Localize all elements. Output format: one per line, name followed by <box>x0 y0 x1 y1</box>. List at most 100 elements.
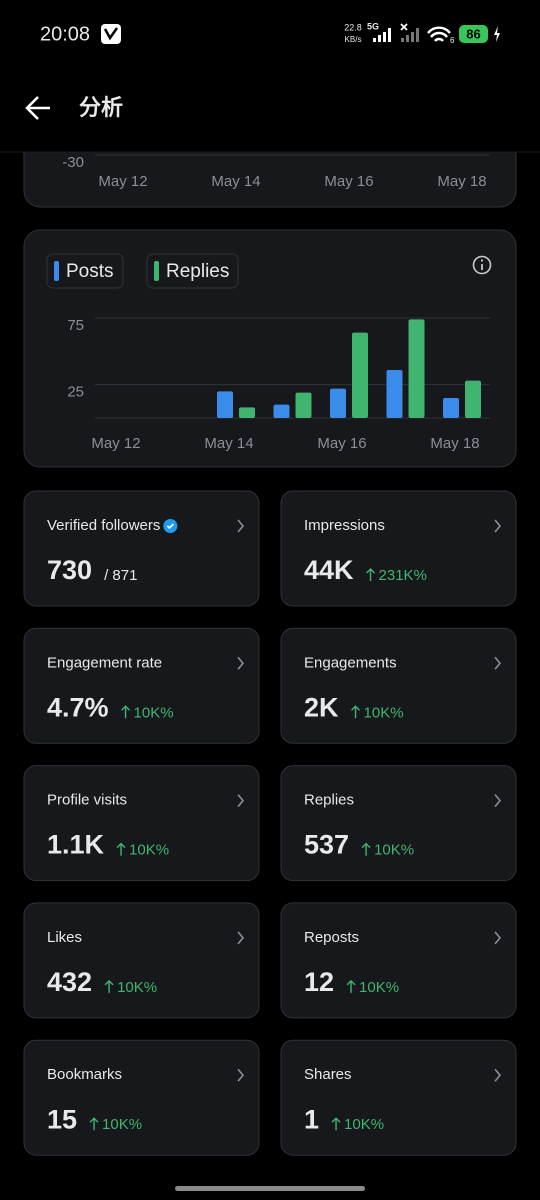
chevron <box>494 794 502 808</box>
page-title: 分析 <box>79 95 123 120</box>
up-arrow <box>116 842 126 856</box>
card-background <box>23 627 260 744</box>
bar <box>408 319 425 418</box>
x-tick-label: May 18 <box>430 435 479 452</box>
net-speed-unit: KB/s <box>345 35 362 44</box>
metric-value: 4.7% <box>47 692 109 722</box>
wifi-icon <box>427 26 451 42</box>
legend-button[interactable] <box>46 253 124 289</box>
metric-card[interactable]: Bookmarks 15 10K% <box>23 1039 260 1156</box>
signal-icon <box>401 28 419 42</box>
metric-card[interactable]: Shares 1 10K% <box>280 1039 517 1156</box>
net-speed: 22.8 <box>344 22 362 32</box>
metric-change: 10K% <box>117 979 157 996</box>
card-background <box>280 490 517 607</box>
info-dot <box>480 259 484 262</box>
metric-label: Engagement rate <box>47 654 162 671</box>
home-indicator[interactable] <box>175 1186 365 1191</box>
signal-icon <box>373 28 391 42</box>
info-icon[interactable] <box>472 255 492 275</box>
metric-change: 10K% <box>102 1116 142 1133</box>
metric-card[interactable]: Verified followers 730 / 871 <box>23 490 260 607</box>
chevron <box>494 519 502 533</box>
metric-label: Engagements <box>304 654 397 671</box>
card-background <box>23 490 260 607</box>
y-tick-label: -30 <box>62 154 84 171</box>
metric-label: Bookmarks <box>47 1066 122 1083</box>
card-background <box>280 765 517 882</box>
x-tick-label: May 14 <box>211 173 260 190</box>
back-button[interactable] <box>25 96 50 120</box>
metric-change: 10K% <box>344 1116 384 1133</box>
app-icon-glyph <box>103 27 119 41</box>
x-tick-label: May 18 <box>437 173 486 190</box>
metric-card[interactable]: Engagements 2K 10K% <box>280 627 517 744</box>
card-background <box>23 1039 260 1156</box>
metric-label: Likes <box>47 929 82 946</box>
metric-label: Verified followers <box>47 517 160 534</box>
bar <box>295 392 312 418</box>
legend-label: Replies <box>166 261 229 282</box>
network-type: 5G <box>367 21 379 31</box>
legend-button[interactable] <box>146 253 239 289</box>
charging-icon <box>494 26 500 42</box>
header-background <box>0 0 540 152</box>
status-time: 20:08 <box>40 23 90 45</box>
bar <box>239 407 255 418</box>
metric-total: / 871 <box>104 567 137 584</box>
bar <box>465 380 481 418</box>
chevron <box>494 1068 502 1082</box>
up-arrow <box>366 568 376 581</box>
bar <box>386 370 403 418</box>
app-icon <box>101 24 121 44</box>
chevron <box>237 794 245 808</box>
metric-change: 10K% <box>359 979 399 996</box>
metric-card[interactable]: Engagement rate 4.7% 10K% <box>23 627 260 744</box>
metric-value: 432 <box>47 967 92 997</box>
legend-swatch <box>54 261 59 281</box>
metric-card[interactable]: Likes 432 10K% <box>23 902 260 1019</box>
metric-label: Profile visits <box>47 792 127 809</box>
x-tick-label: May 14 <box>204 435 253 452</box>
up-arrow <box>89 1117 99 1131</box>
up-arrow <box>104 979 114 993</box>
metric-card[interactable]: Reposts 12 10K% <box>280 902 517 1019</box>
card-background <box>280 1039 517 1156</box>
bar <box>217 391 233 418</box>
card-background <box>23 902 260 1019</box>
no-signal-icon <box>400 23 408 31</box>
metric-card[interactable]: Profile visits 1.1K 10K% <box>23 765 260 882</box>
chevron <box>494 931 502 945</box>
metric-change: 10K% <box>129 842 169 859</box>
x-tick-label: May 12 <box>98 173 147 190</box>
metric-change: 10K% <box>364 704 404 721</box>
metric-card[interactable]: Replies 537 10K% <box>280 765 517 882</box>
legend-swatch <box>154 261 159 281</box>
metric-value: 12 <box>304 967 334 997</box>
legend-label: Posts <box>66 261 114 282</box>
bar <box>273 404 290 418</box>
y-tick-label: 25 <box>67 384 84 401</box>
x-tick-label: May 16 <box>317 435 366 452</box>
metric-card[interactable]: Impressions 44K 231K% <box>280 490 517 607</box>
metric-value: 15 <box>47 1104 77 1134</box>
card-background <box>280 627 517 744</box>
x-tick-label: May 12 <box>91 435 140 452</box>
metric-value: 1.1K <box>47 830 105 860</box>
card-background <box>280 902 517 1019</box>
bar <box>352 332 368 418</box>
x-tick-label: May 16 <box>324 173 373 190</box>
wifi-sub: 6 <box>450 36 455 45</box>
metric-value: 1 <box>304 1104 319 1134</box>
chevron <box>494 656 502 670</box>
chevron <box>237 931 245 945</box>
metric-cards: Verified followers 730 / 871 Impressions 44K… <box>23 490 517 1156</box>
chevron <box>237 656 245 670</box>
y-tick-label: 75 <box>67 317 84 334</box>
info-circle <box>472 255 492 275</box>
up-arrow <box>346 979 356 993</box>
up-arrow <box>331 1117 341 1131</box>
chevron <box>237 519 245 533</box>
